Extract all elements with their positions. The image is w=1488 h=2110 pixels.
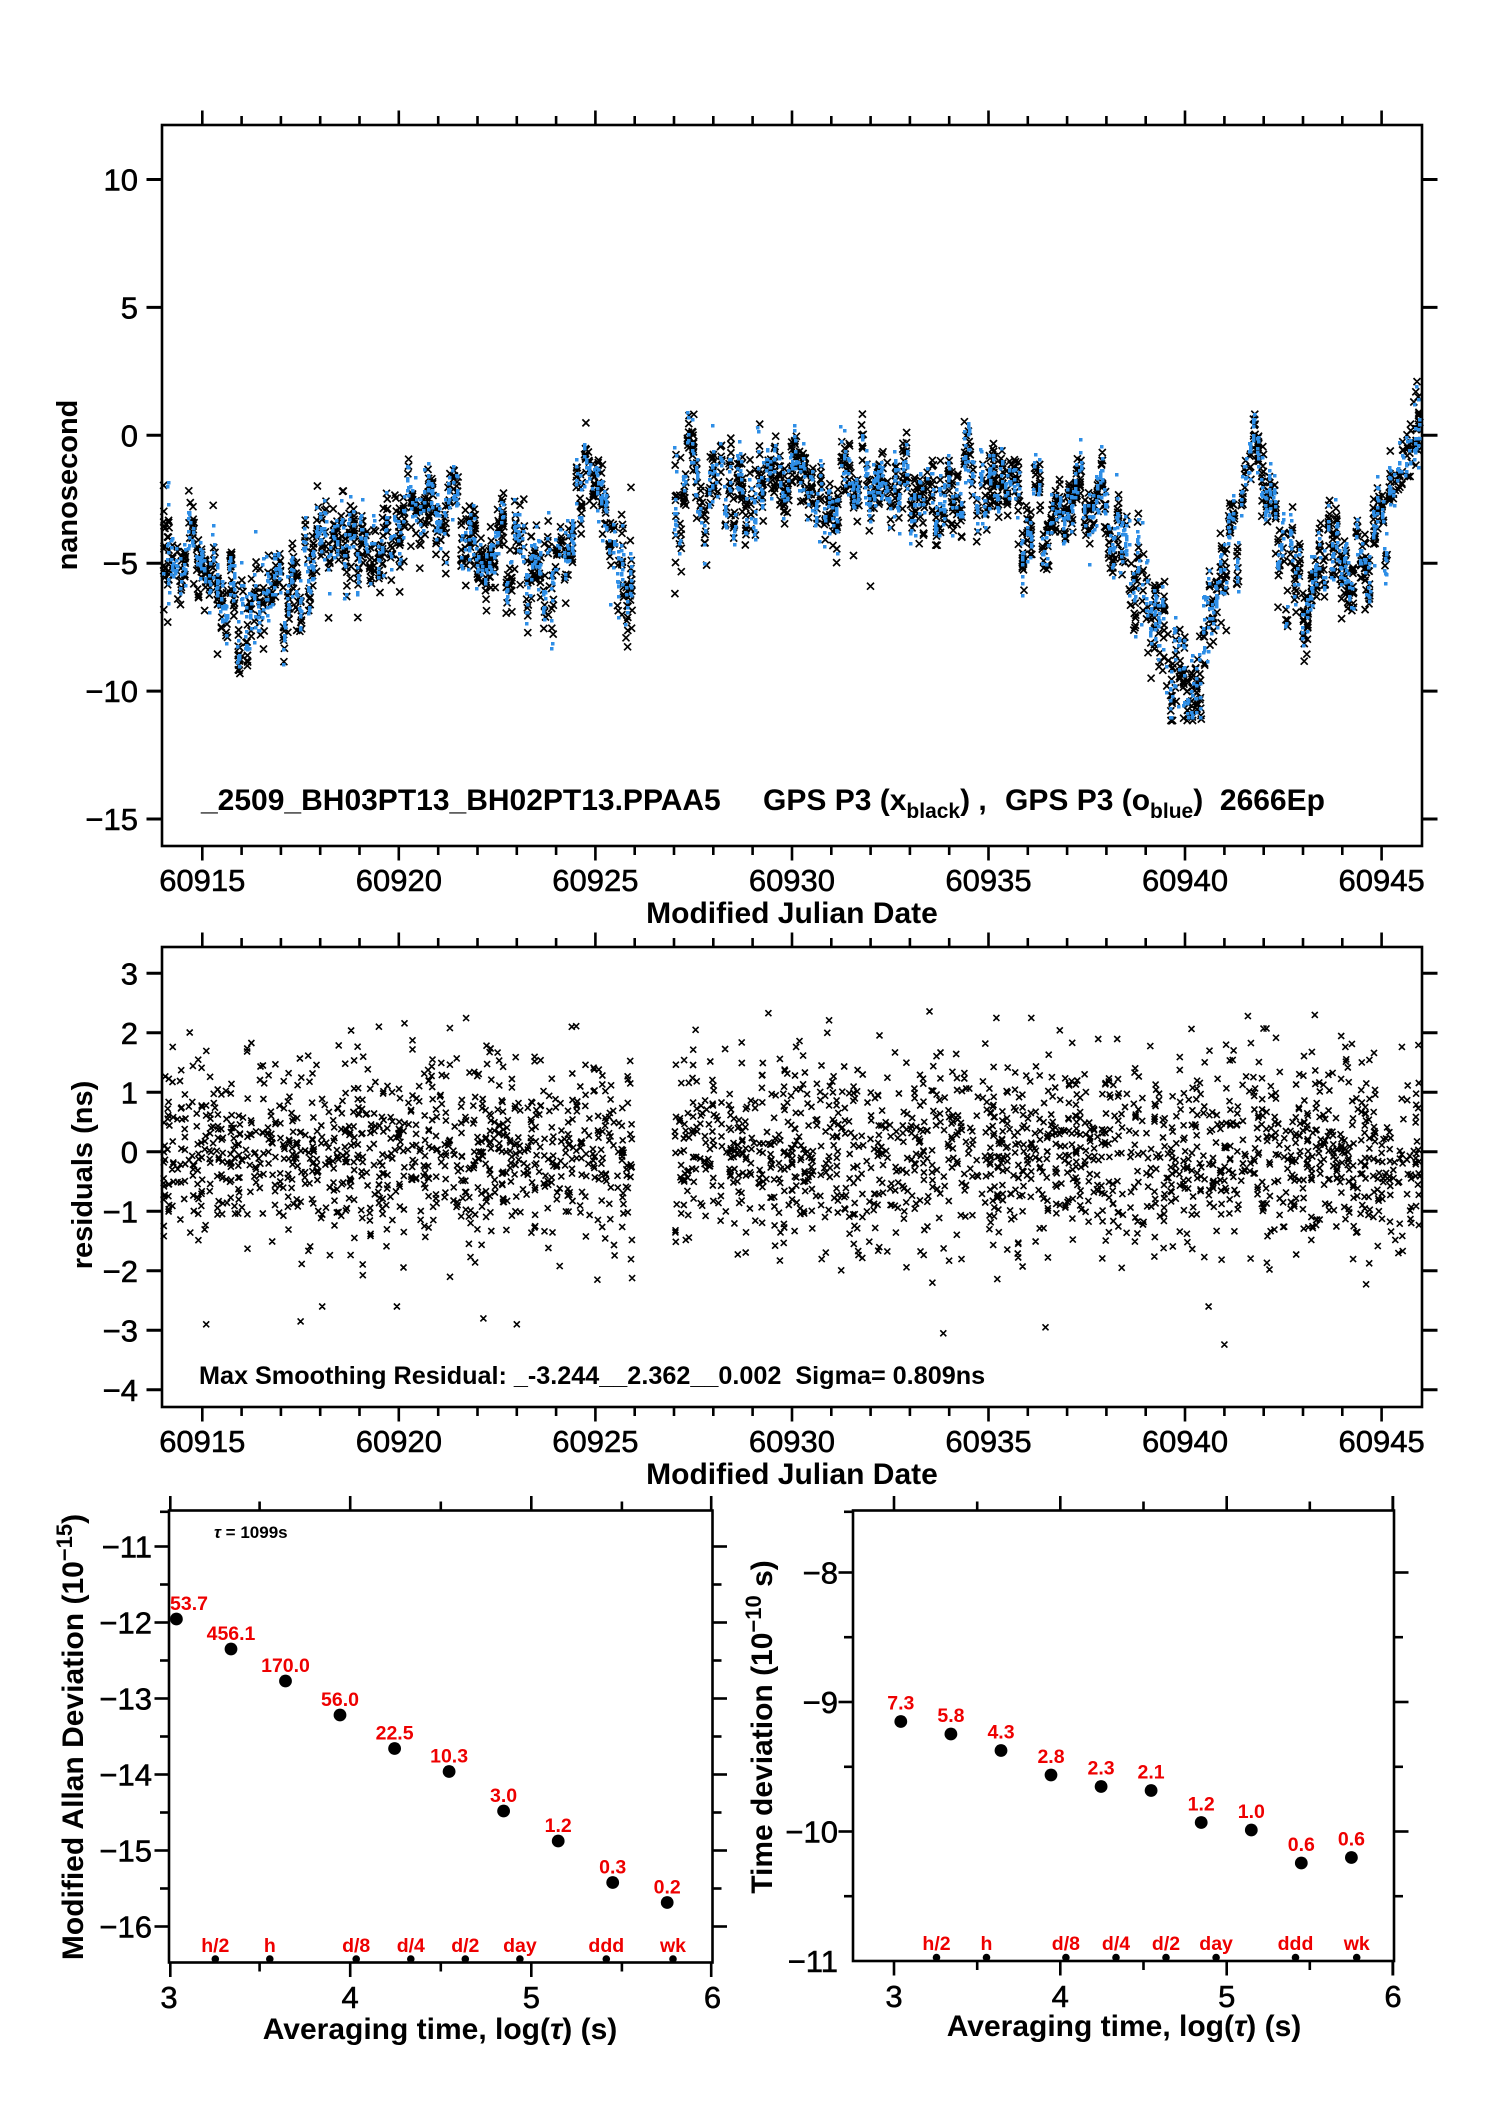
svg-text:d/2: d/2 xyxy=(451,1935,479,1957)
svg-text:−2: −2 xyxy=(103,1254,138,1289)
svg-text:1.2: 1.2 xyxy=(1188,1794,1215,1816)
svg-text:Modified Julian Date: Modified Julian Date xyxy=(646,1458,938,1491)
svg-text:3.0: 3.0 xyxy=(490,1785,517,1807)
svg-text:day: day xyxy=(1199,1933,1233,1955)
svg-text:4: 4 xyxy=(342,1980,359,2015)
svg-text:60940: 60940 xyxy=(1142,863,1228,898)
svg-text:h/2: h/2 xyxy=(201,1935,229,1957)
svg-text:60940: 60940 xyxy=(1142,1424,1228,1459)
svg-text:−12: −12 xyxy=(99,1606,152,1641)
svg-text:Modified Allan Deviation (10−1: Modified Allan Deviation (10−15) xyxy=(52,1514,90,1960)
svg-text:d/4: d/4 xyxy=(397,1935,425,1957)
svg-text:1.2: 1.2 xyxy=(545,1815,572,1837)
svg-text:2.8: 2.8 xyxy=(1037,1746,1064,1768)
svg-text:residuals (ns): residuals (ns) xyxy=(67,1081,99,1270)
svg-text:5.8: 5.8 xyxy=(937,1705,964,1727)
svg-text:22.5: 22.5 xyxy=(376,1723,414,1745)
svg-text:456.1: 456.1 xyxy=(207,1623,256,1645)
svg-text:nanosecond: nanosecond xyxy=(52,400,84,571)
svg-text:−16: −16 xyxy=(99,1910,152,1945)
svg-text:0.6: 0.6 xyxy=(1288,1834,1315,1856)
svg-text:53.7: 53.7 xyxy=(170,1593,208,1615)
svg-text:d/2: d/2 xyxy=(1152,1933,1180,1955)
svg-text:h: h xyxy=(981,1933,993,1955)
svg-text:3: 3 xyxy=(885,1979,902,2014)
svg-text:−1: −1 xyxy=(103,1194,138,1229)
svg-text:wk: wk xyxy=(1343,1933,1370,1955)
svg-text:60915: 60915 xyxy=(159,863,245,898)
svg-text:−11: −11 xyxy=(788,1944,838,1979)
svg-text:2.1: 2.1 xyxy=(1138,1762,1165,1784)
svg-text:60930: 60930 xyxy=(749,863,835,898)
svg-text:60920: 60920 xyxy=(356,863,442,898)
svg-text:h: h xyxy=(264,1935,276,1957)
svg-text:0: 0 xyxy=(121,1135,138,1170)
svg-text:Modified Julian Date: Modified Julian Date xyxy=(646,897,938,930)
svg-text:10.3: 10.3 xyxy=(430,1746,468,1768)
svg-text:−3: −3 xyxy=(103,1313,138,1348)
svg-text:−15: −15 xyxy=(85,802,138,837)
svg-text:Max Smoothing Residual: _-3.24: Max Smoothing Residual: _-3.244__2.362__… xyxy=(199,1362,985,1390)
svg-text:wk: wk xyxy=(659,1935,686,1957)
svg-text:0: 0 xyxy=(121,418,138,453)
svg-text:7.3: 7.3 xyxy=(887,1693,914,1715)
svg-text:170.0: 170.0 xyxy=(261,1655,310,1677)
svg-text:0.6: 0.6 xyxy=(1338,1829,1365,1851)
svg-text:−8: −8 xyxy=(803,1556,838,1591)
svg-text:4: 4 xyxy=(1052,1979,1069,2014)
svg-text:−14: −14 xyxy=(99,1758,152,1793)
svg-text:d/8: d/8 xyxy=(1052,1933,1080,1955)
svg-text:60925: 60925 xyxy=(552,1424,638,1459)
svg-text:GPS P3 (xblack) ,: GPS P3 (xblack) , xyxy=(763,784,987,823)
svg-text:4.3: 4.3 xyxy=(987,1722,1014,1744)
svg-text:−13: −13 xyxy=(99,1682,152,1717)
svg-text:_2509_BH03PT13_BH02PT13.PPAA5: _2509_BH03PT13_BH02PT13.PPAA5 xyxy=(200,784,721,817)
svg-text:−5: −5 xyxy=(103,546,138,581)
svg-text:h/2: h/2 xyxy=(922,1933,950,1955)
svg-text:ddd: ddd xyxy=(588,1935,624,1957)
svg-text:1: 1 xyxy=(121,1075,138,1110)
svg-text:d/4: d/4 xyxy=(1102,1933,1130,1955)
svg-text:3: 3 xyxy=(121,956,138,991)
svg-text:τ = 1099s: τ = 1099s xyxy=(214,1523,288,1542)
svg-text:day: day xyxy=(503,1935,537,1957)
svg-text:−10: −10 xyxy=(785,1815,838,1850)
svg-text:−9: −9 xyxy=(803,1685,838,1720)
svg-text:5: 5 xyxy=(523,1980,540,2015)
svg-text:5: 5 xyxy=(121,290,138,325)
svg-text:2: 2 xyxy=(121,1016,138,1051)
svg-text:6: 6 xyxy=(704,1980,721,2015)
svg-text:ddd: ddd xyxy=(1278,1933,1314,1955)
svg-text:60930: 60930 xyxy=(749,1424,835,1459)
svg-text:60925: 60925 xyxy=(552,863,638,898)
svg-text:1.0: 1.0 xyxy=(1238,1801,1265,1823)
svg-text:−10: −10 xyxy=(85,674,138,709)
svg-text:60945: 60945 xyxy=(1338,1424,1424,1459)
svg-text:Averaging time, log(τ) (s): Averaging time, log(τ) (s) xyxy=(947,2010,1302,2043)
svg-text:−11: −11 xyxy=(102,1530,152,1565)
svg-text:60935: 60935 xyxy=(945,863,1031,898)
svg-text:−15: −15 xyxy=(99,1834,152,1869)
svg-text:60915: 60915 xyxy=(159,1424,245,1459)
svg-text:3: 3 xyxy=(160,1980,177,2015)
svg-text:0.2: 0.2 xyxy=(654,1877,681,1899)
svg-text:5: 5 xyxy=(1218,1979,1235,2014)
svg-text:60945: 60945 xyxy=(1338,863,1424,898)
svg-text:56.0: 56.0 xyxy=(321,1689,359,1711)
svg-text:60935: 60935 xyxy=(945,1424,1031,1459)
svg-text:d/8: d/8 xyxy=(342,1935,370,1957)
svg-text:−4: −4 xyxy=(103,1373,138,1408)
svg-text:10: 10 xyxy=(104,163,138,198)
svg-text:2.3: 2.3 xyxy=(1088,1758,1115,1780)
svg-text:6: 6 xyxy=(1384,1979,1401,2014)
svg-text:0.3: 0.3 xyxy=(599,1857,626,1879)
svg-text:60920: 60920 xyxy=(356,1424,442,1459)
svg-text:Averaging time, log(τ) (s): Averaging time, log(τ) (s) xyxy=(263,2013,618,2046)
